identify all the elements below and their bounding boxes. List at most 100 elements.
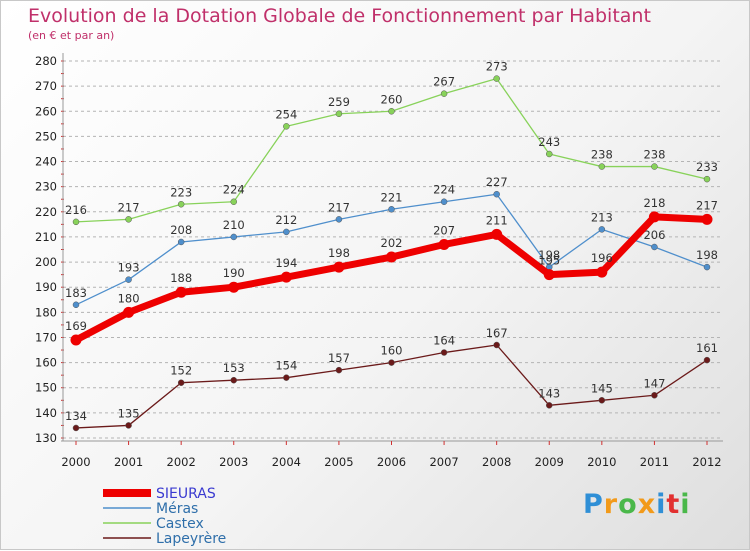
y-tick-label: 270 xyxy=(35,79,57,93)
data-point xyxy=(491,228,503,240)
data-point xyxy=(543,269,555,281)
data-point xyxy=(72,218,80,226)
data-label: 198 xyxy=(696,248,718,262)
data-point xyxy=(440,90,448,97)
y-tick-label: 150 xyxy=(35,381,57,395)
data-label: 218 xyxy=(643,196,665,210)
data-label: 193 xyxy=(118,261,140,275)
data-point xyxy=(335,216,343,223)
data-point xyxy=(228,281,240,293)
y-tick-label: 200 xyxy=(35,255,57,269)
data-point xyxy=(125,422,132,429)
x-tick-label: 2011 xyxy=(640,455,669,469)
data-label: 260 xyxy=(381,92,403,106)
data-label: 221 xyxy=(381,190,403,204)
data-label: 267 xyxy=(433,75,455,89)
data-label: 157 xyxy=(328,351,350,365)
data-label: 210 xyxy=(223,218,245,232)
data-label: 207 xyxy=(433,223,455,237)
logo-letter: i xyxy=(656,489,667,520)
data-point xyxy=(335,366,343,374)
data-point xyxy=(546,150,553,158)
data-label: 213 xyxy=(591,210,613,224)
x-tick-label: 2000 xyxy=(61,455,90,469)
logo-letter: r xyxy=(603,489,619,520)
data-label: 196 xyxy=(591,251,613,265)
y-tick-label: 160 xyxy=(35,356,57,370)
data-point xyxy=(283,123,290,130)
x-tick-label: 2002 xyxy=(167,455,196,469)
x-tick-label: 2009 xyxy=(535,455,564,469)
data-point xyxy=(280,271,292,283)
data-label: 198 xyxy=(328,246,350,260)
data-label: 161 xyxy=(696,341,718,355)
data-point xyxy=(175,286,187,298)
data-point xyxy=(703,356,711,364)
y-tick-label: 130 xyxy=(35,431,57,445)
data-point xyxy=(72,424,80,432)
x-tick-label: 2010 xyxy=(587,455,616,469)
data-label: 238 xyxy=(591,148,613,162)
logo-letter: o xyxy=(618,489,638,520)
data-point xyxy=(598,397,606,404)
x-tick-label: 2007 xyxy=(429,455,458,469)
data-label: 206 xyxy=(643,228,665,242)
y-tick-label: 230 xyxy=(35,180,57,194)
x-tick-label: 2003 xyxy=(219,455,248,469)
data-point xyxy=(596,266,608,278)
data-label: 134 xyxy=(65,409,87,423)
legend-label: SIEURAS xyxy=(156,486,216,502)
data-point xyxy=(703,263,711,271)
data-label: 180 xyxy=(118,291,140,305)
data-label: 135 xyxy=(118,406,140,420)
data-point xyxy=(701,213,713,225)
y-tick-label: 180 xyxy=(35,305,57,319)
data-point xyxy=(651,163,658,170)
legend-label: Lapeyrère xyxy=(156,531,226,547)
y-tick-label: 170 xyxy=(35,330,57,344)
data-label: 145 xyxy=(591,381,613,395)
data-label: 169 xyxy=(65,319,87,333)
legend-label: Méras xyxy=(156,501,198,517)
data-point xyxy=(177,201,185,208)
data-label: 224 xyxy=(223,183,245,197)
data-label: 198 xyxy=(538,248,560,262)
data-point xyxy=(388,108,395,115)
data-label: 195 xyxy=(538,254,560,268)
data-label: 243 xyxy=(538,135,560,149)
data-point xyxy=(283,228,290,236)
data-point xyxy=(230,233,237,241)
data-point xyxy=(123,306,135,318)
data-label: 273 xyxy=(486,60,508,74)
data-label: 208 xyxy=(170,223,192,237)
y-tick-label: 240 xyxy=(35,155,57,169)
y-tick-label: 140 xyxy=(35,406,57,420)
data-point xyxy=(493,341,500,349)
data-point xyxy=(333,261,345,273)
data-label: 211 xyxy=(486,213,508,227)
logo-letter: i xyxy=(680,489,691,520)
y-tick-label: 220 xyxy=(35,205,57,219)
data-label: 224 xyxy=(433,183,455,197)
data-point xyxy=(388,206,395,213)
data-label: 194 xyxy=(275,256,297,270)
data-point xyxy=(703,175,711,183)
data-label: 217 xyxy=(118,200,140,214)
data-point xyxy=(388,359,395,366)
data-label: 164 xyxy=(433,334,455,348)
data-point xyxy=(493,190,500,198)
x-tick-label: 2005 xyxy=(324,455,353,469)
data-label: 160 xyxy=(381,344,403,358)
data-label: 143 xyxy=(538,386,560,400)
data-label: 212 xyxy=(275,213,297,227)
data-point xyxy=(177,379,185,386)
data-point xyxy=(125,276,132,283)
data-point xyxy=(386,251,397,263)
data-point xyxy=(598,226,606,233)
data-point xyxy=(438,238,450,250)
data-label: 233 xyxy=(696,160,718,174)
y-tick-label: 280 xyxy=(35,54,57,68)
y-tick-label: 190 xyxy=(35,280,57,294)
